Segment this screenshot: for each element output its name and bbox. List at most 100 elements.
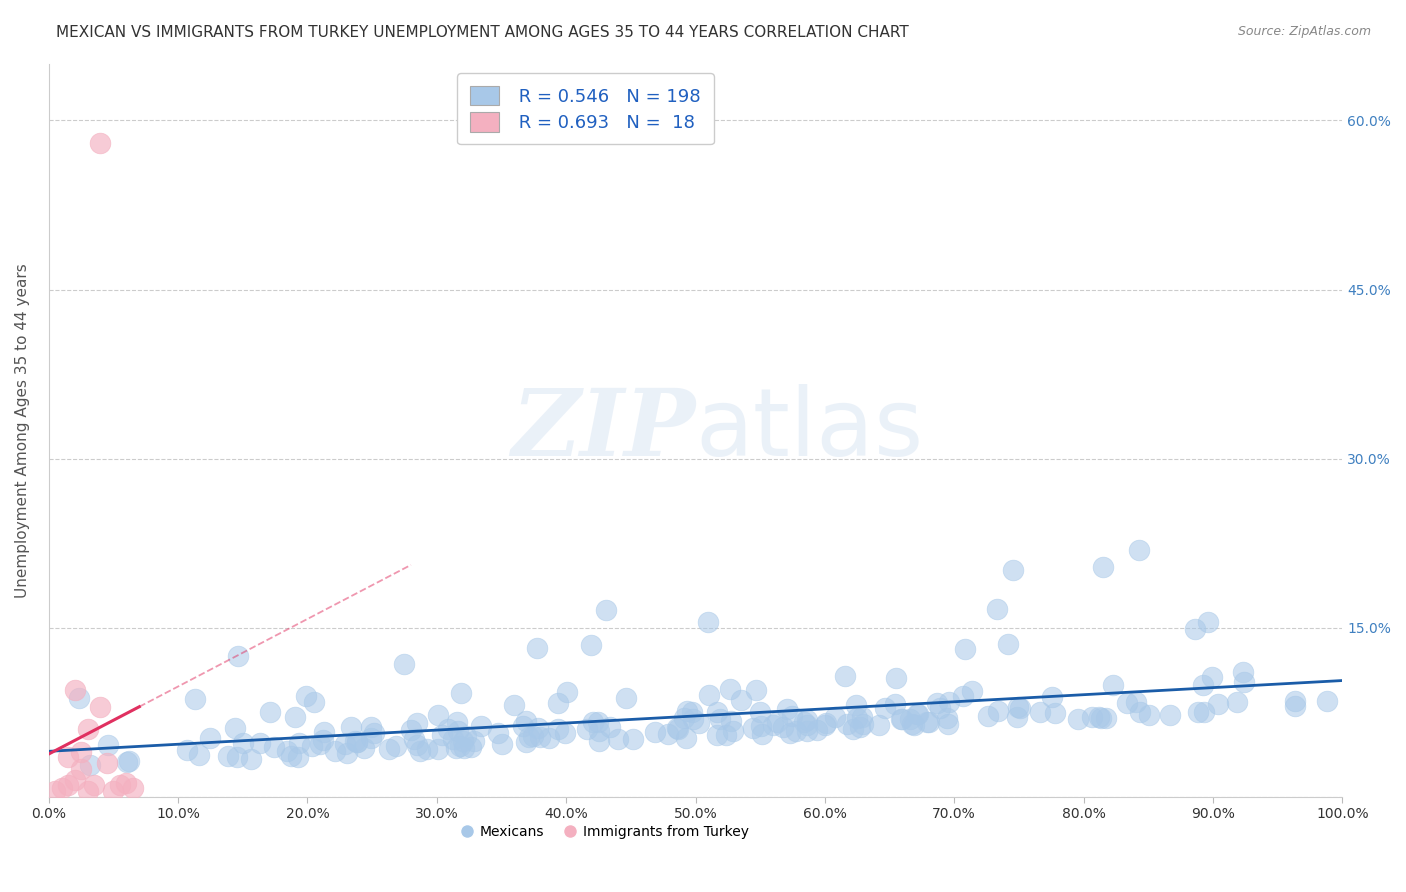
Point [834, 669, 856, 683]
Point [1201, 670, 1223, 684]
Point [96, 756, 118, 770]
Point [1226, 695, 1249, 709]
Point [363, 726, 385, 740]
Point [997, 636, 1019, 650]
Point [884, 671, 907, 685]
Point [217, 748, 239, 763]
Point [741, 721, 763, 735]
Point [775, 702, 797, 716]
Point [547, 723, 569, 737]
Point [353, 740, 375, 755]
Point [405, 739, 427, 753]
Point [1316, 694, 1339, 708]
Point [503, 698, 526, 712]
Point [314, 725, 336, 739]
Point [1007, 700, 1029, 714]
Point [249, 736, 271, 750]
Point [657, 727, 679, 741]
Point [898, 712, 921, 726]
Point [224, 721, 246, 735]
Point [1115, 696, 1137, 710]
Point [70, 762, 93, 776]
Point [1007, 710, 1029, 724]
Point [67, 690, 90, 705]
Point [918, 715, 941, 730]
Point [1125, 695, 1147, 709]
Point [360, 731, 382, 745]
Point [675, 731, 697, 745]
Point [176, 742, 198, 756]
Point [852, 717, 875, 731]
Point [721, 724, 744, 739]
Point [526, 640, 548, 655]
Point [716, 728, 738, 742]
Point [547, 696, 569, 710]
Point [302, 695, 325, 709]
Point [527, 721, 550, 735]
Point [427, 742, 450, 756]
Point [842, 722, 865, 736]
Point [1067, 712, 1090, 726]
Point [115, 776, 138, 790]
Point [287, 736, 309, 750]
Point [336, 746, 359, 760]
Point [1192, 678, 1215, 692]
Point [582, 714, 605, 729]
Point [796, 718, 818, 732]
Point [76, 722, 98, 736]
Point [344, 734, 367, 748]
Point [512, 719, 534, 733]
Point [706, 705, 728, 719]
Point [56, 779, 79, 793]
Point [955, 642, 977, 657]
Point [1284, 694, 1306, 708]
Point [780, 708, 803, 723]
Point [1029, 706, 1052, 720]
Point [360, 720, 382, 734]
Point [295, 689, 318, 703]
Text: Source: ZipAtlas.com: Source: ZipAtlas.com [1237, 25, 1371, 38]
Point [766, 714, 789, 729]
Point [785, 724, 807, 739]
Point [1192, 706, 1215, 720]
Point [491, 738, 513, 752]
Point [952, 690, 974, 704]
Point [814, 715, 837, 730]
Point [676, 704, 699, 718]
Point [276, 744, 298, 758]
Point [263, 739, 285, 754]
Point [960, 684, 983, 698]
Point [517, 730, 540, 744]
Point [377, 742, 399, 756]
Point [576, 722, 599, 736]
Point [44, 784, 66, 798]
Point [1129, 705, 1152, 719]
Point [849, 720, 872, 734]
Point [681, 705, 703, 719]
Point [437, 722, 460, 736]
Point [751, 727, 773, 741]
Point [796, 723, 818, 738]
Point [696, 615, 718, 629]
Point [309, 737, 332, 751]
Point [444, 741, 467, 756]
Text: atlas: atlas [696, 384, 924, 476]
Point [925, 696, 948, 710]
Point [416, 742, 439, 756]
Point [779, 725, 801, 739]
Point [890, 712, 912, 726]
Point [103, 784, 125, 798]
Point [406, 716, 429, 731]
Point [184, 692, 207, 706]
Point [385, 739, 408, 754]
Point [449, 739, 471, 754]
Point [198, 731, 221, 746]
Point [666, 722, 689, 736]
Legend: Mexicans, Immigrants from Turkey: Mexicans, Immigrants from Turkey [456, 820, 754, 845]
Point [936, 716, 959, 731]
Point [89, 699, 111, 714]
Point [793, 715, 815, 730]
Point [441, 732, 464, 747]
Point [730, 693, 752, 707]
Point [89, 136, 111, 150]
